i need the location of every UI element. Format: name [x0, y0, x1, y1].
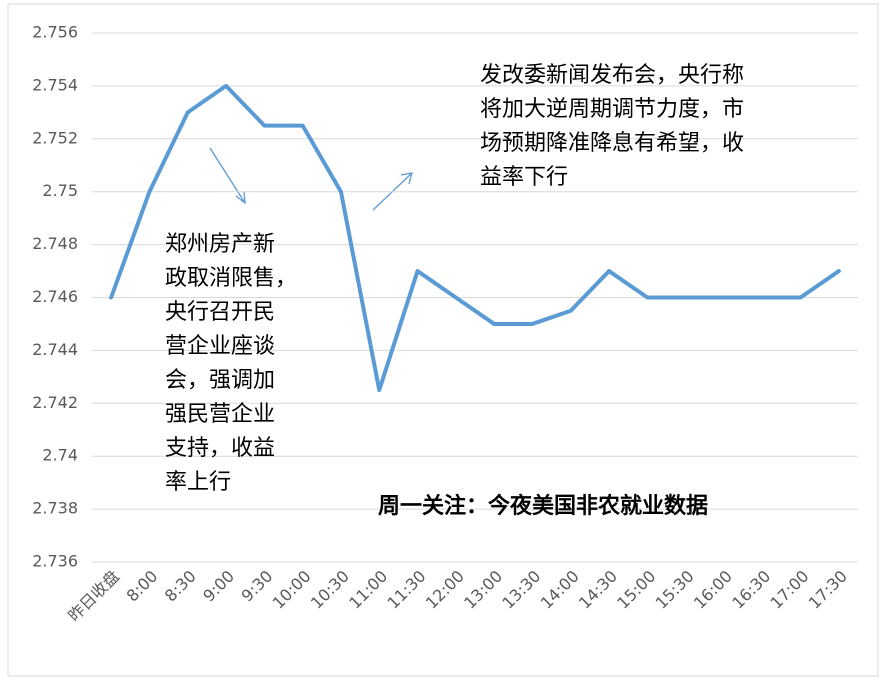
annotation: 央行召开民 — [165, 300, 275, 325]
annotation: 营企业座谈 — [165, 334, 275, 359]
y-tick-label: 2.74 — [42, 446, 78, 465]
chart-border — [7, 3, 879, 677]
y-tick-label: 2.754 — [32, 75, 78, 94]
y-tick-label: 2.742 — [32, 393, 78, 412]
arrow — [209, 147, 246, 204]
annotation: 率上行 — [165, 470, 231, 495]
y-tick-label: 2.752 — [32, 128, 78, 147]
annotation: 场预期降准降息有希望，收 — [480, 131, 744, 156]
annotation: 会，强调加 — [165, 368, 275, 393]
annotation: 强民营企业 — [165, 402, 275, 427]
y-tick-label: 2.744 — [32, 340, 78, 359]
annotation: 周一关注：今夜美国非农就业数据 — [378, 493, 708, 519]
y-tick-label: 2.746 — [32, 287, 78, 306]
y-tick-label: 2.756 — [32, 23, 78, 42]
annotation: 政取消限售， — [165, 266, 297, 291]
arrow-head — [235, 191, 246, 205]
data-line — [109, 83, 841, 393]
arrow-head — [400, 172, 413, 185]
y-tick-label: 2.748 — [32, 234, 78, 253]
y-tick-label: 2.736 — [32, 552, 78, 571]
annotation: 发改委新闻发布会，央行称 — [480, 63, 744, 88]
y-tick-label: 2.738 — [32, 499, 78, 518]
annotation: 益率下行 — [480, 165, 568, 190]
annotation: 郑州房产新 — [165, 232, 275, 257]
y-tick-label: 2.75 — [42, 181, 78, 200]
annotation: 支持，收益 — [165, 436, 275, 461]
annotation: 将加大逆周期调节力度，市 — [480, 97, 744, 122]
